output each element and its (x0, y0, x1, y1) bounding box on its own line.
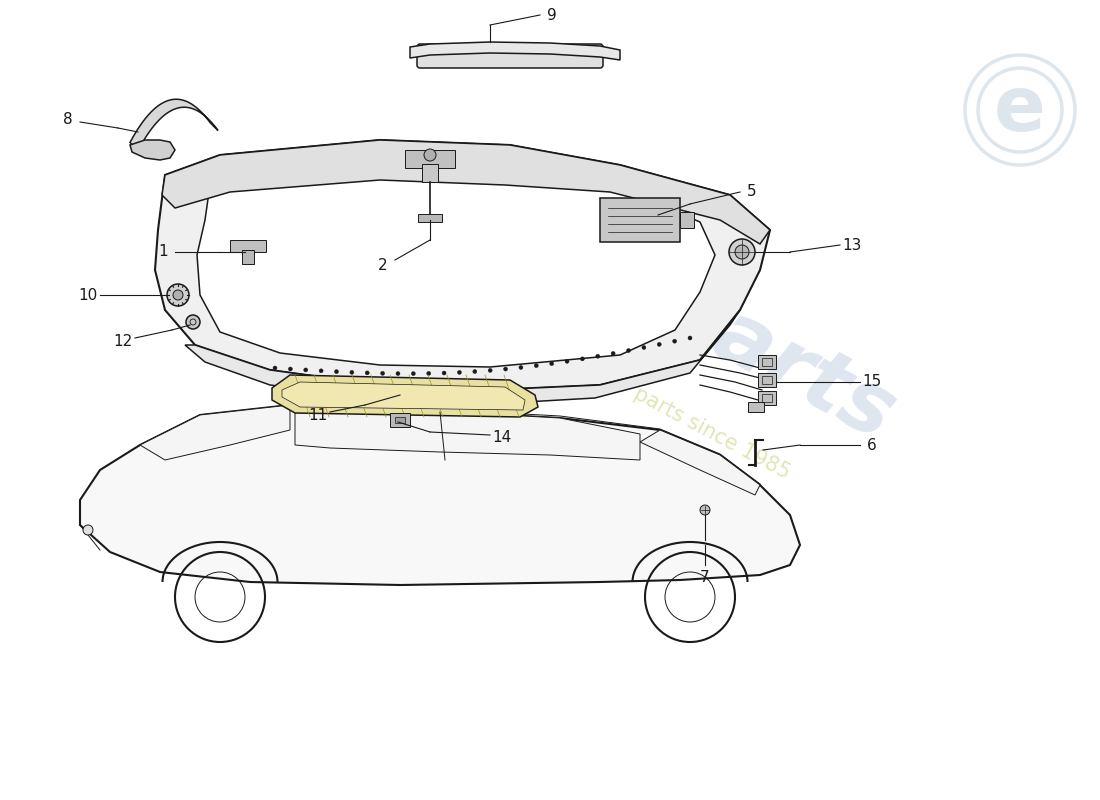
Circle shape (700, 505, 710, 515)
Bar (600, 198, 680, 242)
Circle shape (627, 349, 630, 353)
Text: 5: 5 (747, 185, 757, 199)
Polygon shape (140, 405, 290, 460)
Text: e: e (994, 73, 1046, 147)
Circle shape (350, 370, 354, 374)
Circle shape (167, 284, 189, 306)
Circle shape (334, 370, 339, 374)
Bar (762, 376, 772, 384)
Circle shape (658, 342, 661, 346)
Polygon shape (185, 310, 740, 404)
Circle shape (473, 370, 476, 374)
Circle shape (442, 371, 447, 375)
Bar (418, 214, 442, 222)
Circle shape (488, 369, 492, 373)
Bar (422, 164, 438, 182)
Bar (762, 358, 772, 366)
Bar (405, 150, 455, 168)
Bar (680, 212, 694, 228)
Polygon shape (130, 140, 175, 160)
Circle shape (729, 239, 755, 265)
Polygon shape (155, 140, 770, 390)
Circle shape (688, 336, 692, 340)
Circle shape (458, 370, 461, 374)
Bar (242, 250, 254, 264)
Circle shape (612, 351, 615, 355)
Text: 9: 9 (547, 7, 557, 22)
Circle shape (411, 371, 416, 375)
Bar (390, 413, 410, 427)
Bar (758, 373, 776, 387)
Polygon shape (197, 162, 715, 367)
Circle shape (186, 315, 200, 329)
Text: 6: 6 (867, 438, 877, 453)
Circle shape (735, 245, 749, 259)
Polygon shape (80, 405, 800, 585)
Circle shape (672, 339, 676, 343)
Text: 7: 7 (701, 570, 710, 585)
Circle shape (427, 371, 431, 375)
Circle shape (319, 369, 323, 373)
Polygon shape (162, 140, 770, 244)
Circle shape (304, 368, 308, 372)
Polygon shape (272, 375, 538, 417)
Polygon shape (295, 410, 640, 460)
Text: 11: 11 (308, 407, 328, 422)
Circle shape (396, 371, 400, 375)
Text: 12: 12 (113, 334, 133, 350)
Bar (758, 391, 776, 405)
Bar (762, 394, 772, 402)
Text: 13: 13 (843, 238, 861, 253)
Circle shape (596, 354, 600, 358)
Circle shape (173, 290, 183, 300)
Text: 10: 10 (78, 287, 98, 302)
Circle shape (535, 364, 538, 368)
Polygon shape (410, 42, 620, 60)
Circle shape (381, 371, 385, 375)
Bar (230, 240, 266, 252)
Circle shape (365, 371, 370, 375)
Polygon shape (130, 99, 218, 150)
Circle shape (273, 366, 277, 370)
Circle shape (565, 359, 569, 363)
Bar (395, 417, 405, 423)
Circle shape (424, 149, 436, 161)
Circle shape (504, 367, 507, 371)
Text: 1: 1 (158, 245, 168, 259)
Text: a passion for parts since 1985: a passion for parts since 1985 (506, 318, 794, 482)
Circle shape (550, 362, 553, 366)
Bar (748, 402, 764, 412)
Text: 8: 8 (63, 113, 73, 127)
Polygon shape (282, 382, 525, 410)
Text: europarts: europarts (450, 162, 910, 458)
Circle shape (288, 367, 293, 371)
Polygon shape (640, 430, 760, 495)
Circle shape (642, 346, 646, 350)
Text: 2: 2 (378, 258, 388, 273)
FancyBboxPatch shape (417, 44, 603, 68)
Circle shape (519, 366, 522, 370)
Bar (758, 355, 776, 369)
Text: 14: 14 (493, 430, 512, 446)
Circle shape (82, 525, 94, 535)
Circle shape (581, 357, 584, 361)
Text: 15: 15 (862, 374, 881, 390)
